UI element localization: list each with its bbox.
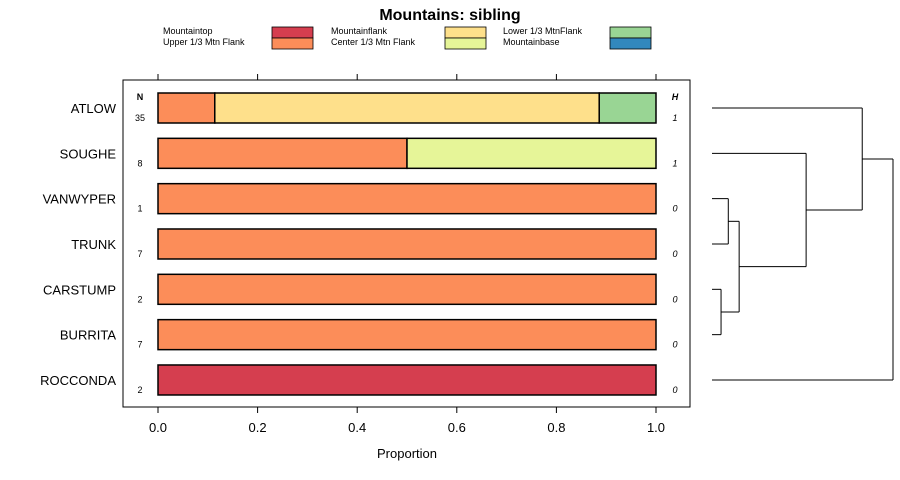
n-value: 7: [137, 340, 142, 350]
row-label: SOUGHE: [60, 146, 117, 161]
legend-label: Mountainflank: [331, 26, 388, 36]
row-label: VANWYPER: [43, 192, 116, 207]
h-value: 0: [672, 294, 677, 304]
row-label: CARSTUMP: [43, 282, 116, 297]
x-tick-label: 0.2: [249, 420, 267, 435]
n-value: 2: [137, 385, 142, 395]
legend-swatch: [271, 26, 314, 39]
legend-label: Mountainbase: [503, 37, 560, 47]
bar-segment: [157, 182, 657, 215]
legend: Mountaintop Mountainflank Lower 1/3 MtnFla…: [163, 26, 652, 50]
row-labels: ATLOW 35 1 SOUGHE 8 1 VANWYPER 1 0 TRUNK 7 0 CARSTUM…: [40, 101, 677, 395]
bar-segment: [157, 273, 657, 306]
legend-label: Upper 1/3 Mtn Flank: [163, 37, 245, 47]
legend-swatch: [609, 26, 652, 39]
legend-label: Center 1/3 Mtn Flank: [331, 37, 416, 47]
dendrogram: [712, 107, 894, 381]
legend-swatch: [444, 26, 487, 39]
row-label: BURRITA: [60, 328, 116, 343]
row-label: TRUNK: [71, 237, 116, 252]
h-header: H: [672, 92, 679, 102]
x-tick-label: 0.0: [149, 420, 167, 435]
legend-swatch: [444, 37, 487, 50]
chart-title: Mountains: sibling: [379, 7, 520, 24]
legend-swatch: [271, 37, 314, 50]
row-label: ATLOW: [71, 101, 117, 116]
x-tick-label: 0.6: [448, 420, 466, 435]
bar-segment: [157, 92, 216, 124]
bar-segment: [157, 364, 657, 396]
bar-segment: [406, 137, 657, 170]
n-value: 8: [137, 158, 142, 168]
bar-segment: [598, 92, 657, 124]
bar-segment: [157, 318, 657, 351]
bar-segment: [214, 92, 600, 124]
h-value: 0: [672, 340, 677, 350]
x-tick-label: 0.4: [348, 420, 366, 435]
row-label: ROCCONDA: [40, 373, 116, 388]
bar-group: [157, 92, 657, 396]
h-value: 0: [672, 385, 677, 395]
x-tick-label: 0.8: [547, 420, 565, 435]
plot-frame: [122, 79, 691, 408]
n-value: 1: [137, 204, 142, 214]
legend-label: Mountaintop: [163, 26, 213, 36]
bar-segment: [157, 137, 408, 170]
h-value: 0: [672, 249, 677, 259]
legend-label: Lower 1/3 MtnFlank: [503, 26, 583, 36]
legend-swatch: [609, 37, 652, 50]
h-value: 0: [672, 204, 677, 214]
x-tick-label: 1.0: [647, 420, 665, 435]
x-axis-label: Proportion: [377, 446, 437, 461]
n-value: 2: [137, 294, 142, 304]
n-value: 35: [135, 113, 145, 123]
x-axis: 0.0 0.2 0.4 0.6 0.8 1.0: [149, 74, 665, 435]
h-value: 1: [672, 158, 677, 168]
n-header: N: [137, 92, 144, 102]
h-value: 1: [672, 113, 677, 123]
bar-segment: [157, 228, 657, 260]
n-value: 7: [137, 249, 142, 259]
